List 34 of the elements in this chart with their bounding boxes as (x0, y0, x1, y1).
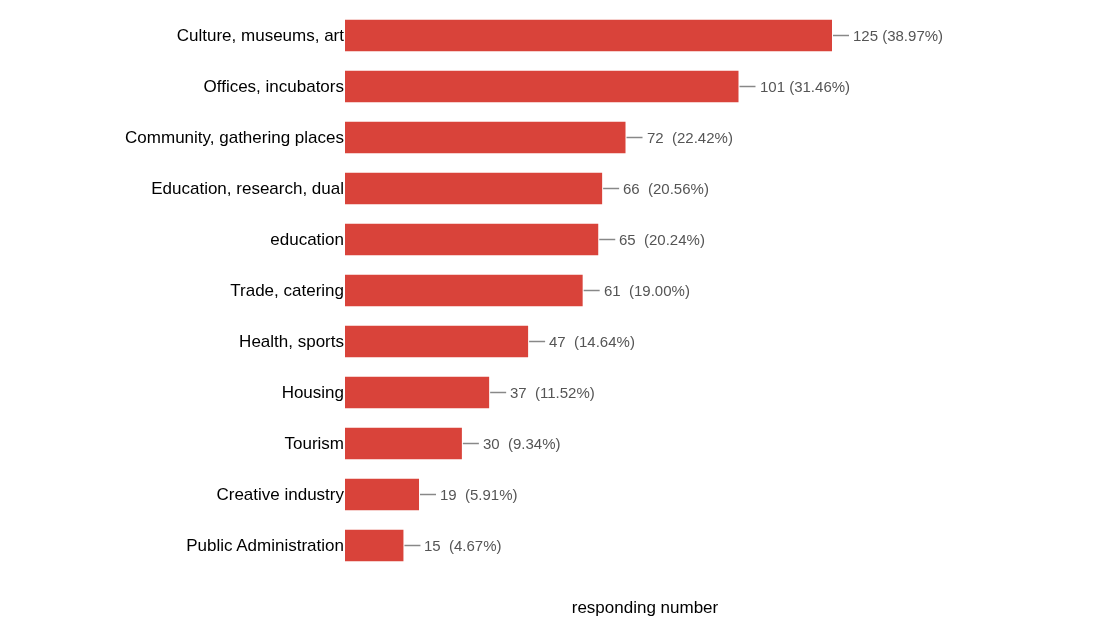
data-label: 101 (31.46%) (760, 78, 851, 95)
data-label: 66 (20.56%) (623, 180, 709, 197)
y-tick-label: Trade, catering (230, 281, 344, 301)
bar (345, 70, 739, 103)
y-tick-label: Public Administration (186, 536, 344, 556)
bar (345, 478, 420, 511)
data-label: 37 (11.52%) (510, 384, 595, 401)
bar (345, 172, 603, 205)
bar (345, 19, 832, 52)
bar (345, 325, 529, 358)
y-tick-label: Culture, museums, art (176, 26, 345, 46)
bar (345, 427, 462, 460)
data-label: 125 (38.97%) (853, 27, 944, 44)
data-label: 19 (5.91%) (440, 486, 518, 503)
data-label: 72 (22.42%) (647, 129, 733, 146)
y-tick-label: Offices, incubators (203, 77, 344, 97)
y-tick-label: Tourism (284, 434, 344, 454)
bar (345, 121, 626, 154)
y-tick-label: Health, sports (239, 332, 344, 352)
bar (345, 223, 599, 256)
bar (345, 274, 583, 307)
y-tick-label: Housing (281, 383, 344, 403)
bar (345, 376, 490, 409)
data-label: 61 (19.00%) (604, 282, 690, 299)
x-axis-title: responding number (571, 598, 719, 618)
bar (345, 529, 404, 562)
y-tick-label: Education, research, dual (151, 179, 344, 199)
y-tick-label: Community, gathering places (125, 128, 344, 148)
data-label: 47 (14.64%) (549, 333, 635, 350)
data-label: 65 (20.24%) (619, 231, 705, 248)
y-tick-label: Creative industry (216, 485, 345, 505)
y-tick-label: education (270, 230, 344, 250)
data-label: 30 (9.34%) (483, 435, 561, 452)
data-label: 15 (4.67%) (424, 537, 502, 554)
